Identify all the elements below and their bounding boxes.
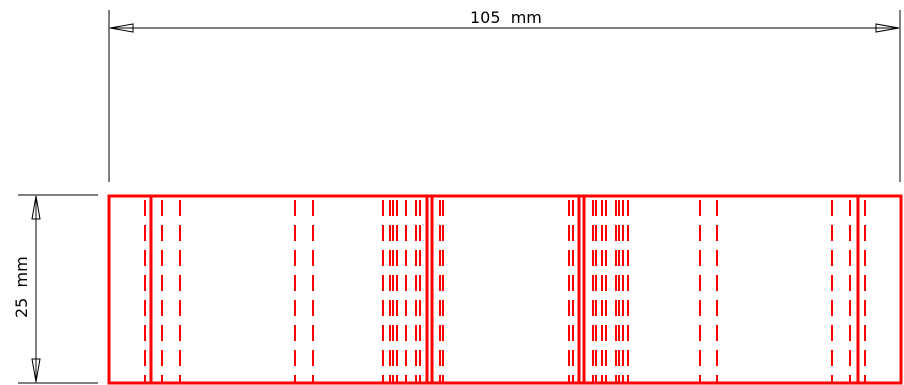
width-arrow-left — [109, 23, 134, 33]
height-dimension-label: 25 mm — [12, 256, 31, 318]
height-dimension — [18, 194, 98, 384]
strip-outline — [107, 194, 903, 385]
outer-frame — [107, 194, 903, 385]
height-arrow-top — [31, 195, 41, 220]
width-dimension — [108, 10, 901, 182]
dashed-lines — [144, 200, 866, 382]
width-arrow-right — [875, 23, 900, 33]
width-dimension-label: 105 mm — [470, 8, 542, 27]
height-arrow-bottom — [31, 358, 41, 383]
